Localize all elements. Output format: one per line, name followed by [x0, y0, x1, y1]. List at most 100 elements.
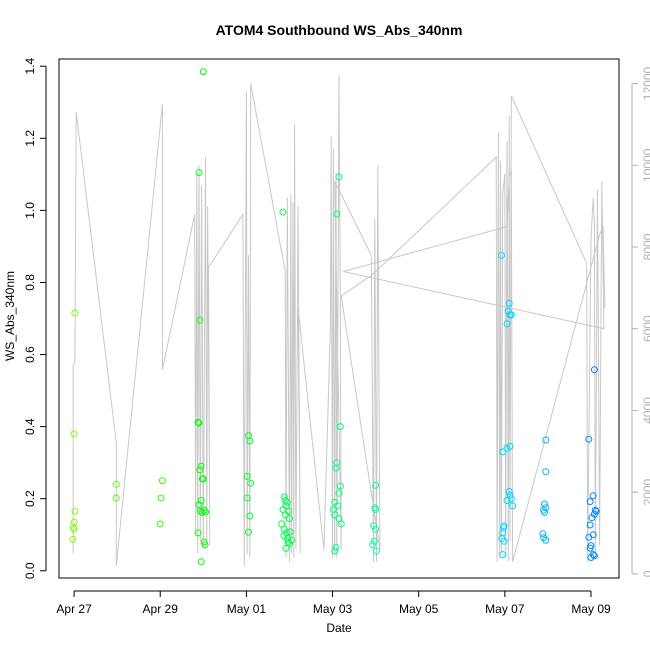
data-point	[541, 500, 548, 508]
data-point	[332, 543, 340, 551]
data-point	[333, 459, 341, 467]
data-point	[542, 468, 550, 476]
data-point	[542, 436, 550, 444]
x-axis-label: Date	[326, 621, 352, 635]
data-point	[195, 419, 203, 427]
data-point	[196, 466, 204, 474]
y-axis-label: WS_Abs_340nm	[3, 271, 17, 361]
altitude-layer	[72, 75, 606, 566]
data-point	[196, 316, 204, 324]
data-point	[200, 538, 208, 546]
data-point	[281, 511, 289, 519]
data-point	[286, 540, 293, 548]
data-point	[585, 533, 593, 541]
data-point	[281, 497, 289, 504]
y-tick-label: 0.2	[23, 490, 37, 507]
data-point	[336, 423, 344, 431]
data-point	[369, 541, 377, 549]
y-tick-label: 0.0	[23, 562, 37, 579]
data-point	[332, 464, 340, 472]
data-point	[201, 541, 209, 549]
data-point	[373, 547, 380, 555]
data-point	[243, 472, 251, 480]
data-point	[195, 169, 203, 176]
y-tick-label: 0.6	[23, 346, 37, 363]
data-point	[157, 494, 165, 502]
data-point	[246, 512, 254, 520]
plot-frame	[58, 58, 620, 579]
data-point	[333, 210, 341, 218]
data-point	[586, 544, 594, 552]
data-point	[335, 173, 343, 181]
y-tick-label: 1.4	[23, 58, 37, 75]
data-point	[71, 309, 79, 317]
y2-tick-label: 12000	[641, 67, 650, 101]
points-layer	[69, 68, 600, 566]
data-point	[507, 495, 515, 503]
data-point	[278, 520, 286, 528]
data-point	[370, 522, 377, 530]
data-point	[245, 528, 252, 536]
x-tick-label: May 07	[485, 602, 525, 616]
data-point	[503, 320, 511, 328]
data-point	[197, 497, 205, 504]
data-point	[500, 537, 508, 545]
data-point	[335, 489, 343, 497]
data-point	[372, 525, 380, 533]
y2-tick-label: 4000	[641, 397, 650, 424]
data-point	[194, 529, 202, 537]
data-point	[331, 547, 339, 555]
data-point	[196, 507, 204, 515]
y2-axis-right: 0 2000 4000 6000 8000 10000 12000	[631, 67, 650, 577]
data-point	[158, 477, 166, 485]
data-point	[372, 481, 380, 489]
data-point	[70, 525, 78, 533]
data-point	[112, 494, 120, 502]
data-point	[199, 68, 207, 76]
data-point	[286, 528, 294, 536]
data-point	[156, 520, 164, 528]
x-tick-label: Apr 29	[143, 602, 179, 616]
y-axis: 0.0 0.2 0.4 0.6 0.8 1.0 1.2 1.4	[23, 58, 47, 579]
y-tick-label: 1.2	[23, 130, 37, 147]
data-point	[590, 366, 598, 374]
data-point	[71, 507, 79, 515]
y2-tick-label: 6000	[641, 315, 650, 342]
data-point	[503, 444, 511, 452]
data-point	[112, 480, 120, 488]
data-point	[505, 299, 513, 307]
data-point	[247, 479, 255, 487]
y2-tick-label: 10000	[641, 148, 650, 182]
chart-title: ATOM4 Southbound WS_Abs_340nm	[216, 22, 463, 38]
data-point	[507, 311, 515, 319]
data-point	[336, 482, 344, 490]
data-point	[243, 494, 251, 502]
data-point	[509, 502, 517, 510]
x-tick-label: May 09	[571, 602, 611, 616]
data-point	[588, 514, 596, 522]
data-point	[589, 492, 597, 500]
data-point	[286, 515, 293, 522]
data-point	[506, 491, 514, 499]
data-point	[337, 520, 345, 528]
data-point	[541, 508, 548, 516]
data-point	[497, 251, 505, 259]
data-point	[282, 544, 290, 552]
data-point	[591, 506, 599, 514]
data-point	[586, 521, 594, 529]
data-point	[288, 536, 296, 544]
x-tick-label: May 05	[399, 602, 439, 616]
x-tick-label: May 01	[227, 602, 267, 616]
data-point	[539, 530, 547, 538]
data-point	[499, 448, 507, 456]
data-point	[279, 208, 287, 216]
altitude-line	[72, 75, 606, 566]
y2-tick-label: 0	[641, 570, 650, 577]
y2-tick-label: 2000	[641, 479, 650, 506]
data-point	[197, 558, 205, 566]
x-tick-label: May 03	[313, 602, 353, 616]
data-point	[199, 475, 207, 483]
data-point	[202, 508, 209, 516]
y-tick-label: 0.8	[23, 274, 37, 291]
